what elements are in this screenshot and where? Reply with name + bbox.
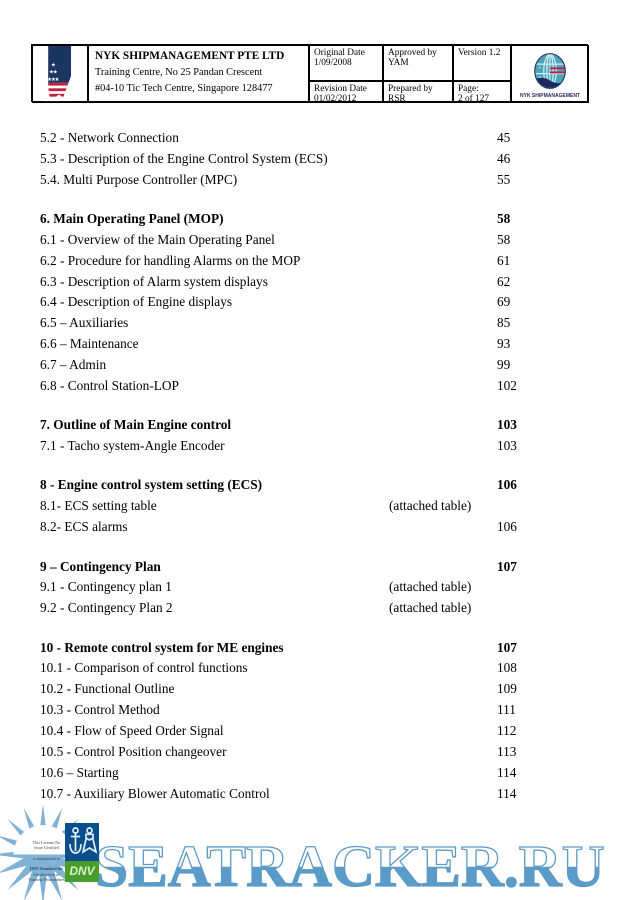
svg-text:★: ★ xyxy=(55,76,60,83)
svg-text:★: ★ xyxy=(51,61,56,68)
svg-text:★: ★ xyxy=(53,69,58,76)
